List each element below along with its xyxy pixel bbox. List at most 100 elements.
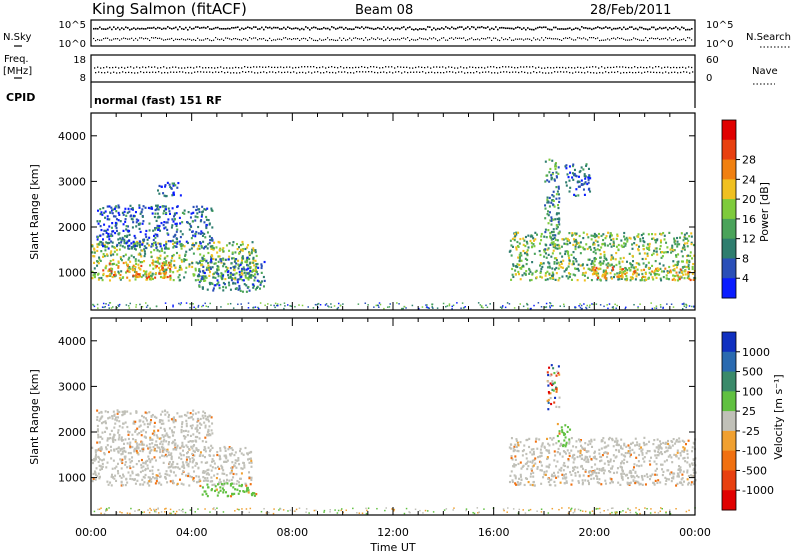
- power-cell: [680, 250, 683, 253]
- velocity-cell: [521, 454, 524, 457]
- power-cell: [456, 302, 458, 304]
- velocity-cell: [210, 416, 213, 419]
- power-cell: [609, 272, 612, 275]
- power-cell: [567, 176, 570, 179]
- nsky-point: [573, 28, 575, 30]
- velocity-cell: [181, 441, 184, 444]
- velocity-cell: [207, 468, 210, 471]
- velocity-cell: [635, 456, 638, 459]
- velocity-cell: [575, 446, 578, 449]
- power-cell: [139, 230, 142, 234]
- power-cell: [531, 272, 534, 275]
- power-cell: [546, 212, 549, 216]
- velocity-cell: [615, 448, 618, 452]
- power-cell: [667, 271, 670, 274]
- power-cell: [97, 209, 100, 212]
- velocity-cell: [636, 474, 639, 477]
- nsearch-point: [587, 39, 589, 41]
- power-cell: [616, 272, 619, 275]
- nsearch-point: [477, 38, 479, 40]
- velocity-cell: [178, 456, 181, 459]
- power-cell: [209, 239, 212, 242]
- power-cell: [274, 306, 276, 309]
- freq-point: [565, 67, 567, 69]
- power-cell: [587, 258, 590, 261]
- power-cell: [237, 246, 240, 249]
- velocity-cell: [126, 425, 129, 429]
- nsearch-point: [643, 39, 645, 41]
- power-cell: [159, 257, 162, 260]
- velocity-cell: [662, 470, 665, 473]
- nsky-point: [183, 28, 185, 31]
- power-cell: [102, 272, 105, 275]
- velocity-cell: [241, 483, 244, 487]
- velocity-cell: [620, 476, 623, 480]
- power-cell: [184, 271, 187, 274]
- power-cell: [192, 303, 194, 305]
- power-cell: [511, 273, 514, 276]
- power-cell: [158, 262, 161, 265]
- nsearch-point: [211, 39, 213, 42]
- power-cell: [248, 253, 251, 257]
- power-cell: [645, 278, 648, 281]
- velocity-cell: [567, 457, 570, 461]
- power-cell: [512, 275, 515, 279]
- velocity-cell: [217, 491, 220, 494]
- power-cell: [526, 253, 529, 256]
- power-cell: [683, 303, 685, 306]
- power-cell: [229, 302, 232, 305]
- nsearch-point: [651, 37, 653, 39]
- power-cell: [221, 277, 224, 280]
- power-cell: [259, 283, 262, 286]
- nsky-point: [179, 26, 181, 28]
- power-cell: [460, 307, 462, 309]
- power-cell: [637, 233, 640, 236]
- power-cell: [223, 283, 226, 286]
- nsearch-point: [189, 38, 191, 40]
- velocity-cell: [151, 465, 154, 468]
- power-cell: [678, 277, 681, 281]
- power-cell: [109, 259, 112, 263]
- power-cell: [583, 303, 585, 305]
- freq-point: [370, 66, 372, 68]
- power-cell: [174, 266, 177, 269]
- power-cell: [165, 242, 168, 246]
- velocity-cell: [158, 446, 161, 449]
- velocity-cell: [581, 481, 584, 484]
- power-cell: [179, 235, 182, 239]
- power-cell: [106, 241, 109, 245]
- power-cell: [244, 274, 247, 277]
- velocity-cell: [100, 447, 103, 450]
- velocity-cell: [155, 476, 158, 479]
- power-cell: [98, 258, 101, 261]
- power-cell: [176, 228, 179, 231]
- velocity-cell: [672, 437, 675, 441]
- velocity-cell: [148, 423, 151, 426]
- velocity-cell: [226, 459, 229, 462]
- nsky-point: [559, 28, 561, 30]
- power-cell: [119, 257, 122, 261]
- power-cell: [289, 305, 291, 307]
- power-cell: [110, 250, 113, 253]
- power-cell: [111, 230, 114, 233]
- power-cell: [147, 244, 150, 247]
- velocity-cell: [203, 477, 206, 480]
- power-cell: [525, 240, 528, 243]
- power-cell: [113, 250, 116, 253]
- power-cell: [242, 266, 245, 269]
- nave-point: [326, 71, 328, 73]
- power-cell: [539, 275, 542, 278]
- power-cell: [571, 263, 574, 266]
- power-cell: [566, 173, 569, 176]
- power-cell: [130, 254, 133, 257]
- power-cell: [587, 167, 590, 170]
- nsearch-point: [473, 39, 475, 41]
- nsky-point: [283, 26, 285, 29]
- velocity-cell: [164, 429, 167, 432]
- power-cell: [620, 244, 623, 247]
- power-cell: [145, 306, 148, 308]
- velocity-cell: [604, 479, 607, 482]
- velocity-cell: [227, 448, 230, 451]
- power-cell: [526, 258, 529, 262]
- velocity-cell: [120, 484, 123, 487]
